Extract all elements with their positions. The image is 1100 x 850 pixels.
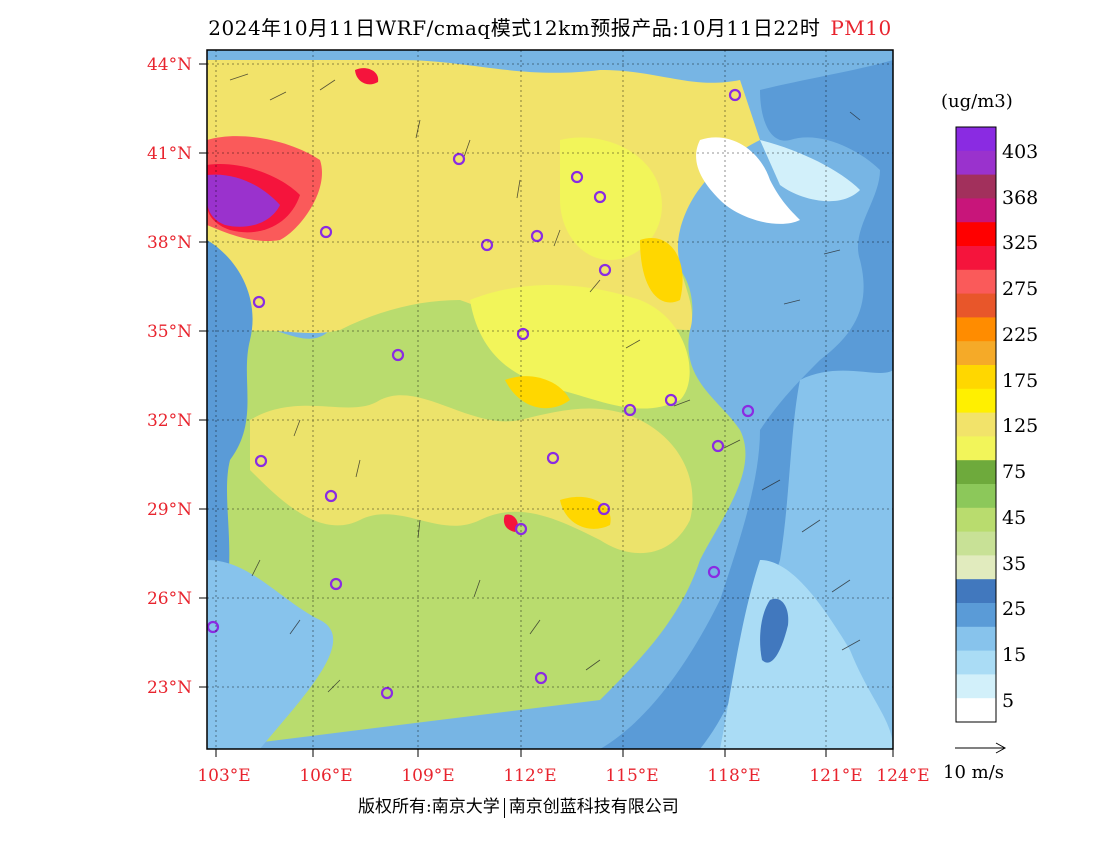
lat-label-23: 23°N bbox=[146, 678, 192, 698]
colorbar-swatch bbox=[956, 531, 996, 556]
colorbar-swatch bbox=[956, 365, 996, 390]
colorbar-swatch bbox=[956, 650, 996, 675]
lon-label-118: 118°E bbox=[707, 766, 761, 786]
colorbar-swatch bbox=[956, 317, 996, 342]
colorbar-swatch bbox=[956, 507, 996, 533]
colorbar-swatch bbox=[956, 127, 996, 152]
copyright-owner: 版权所有:南京大学 bbox=[358, 797, 500, 817]
reference-vector bbox=[955, 742, 1007, 754]
colorbar-swatch bbox=[956, 174, 996, 199]
colorbar-swatch bbox=[956, 341, 996, 366]
lon-label-121: 121°E bbox=[809, 766, 863, 786]
colorbar-swatch bbox=[956, 222, 996, 247]
colorbar-swatch bbox=[956, 293, 996, 318]
lon-label-109: 109°E bbox=[401, 766, 455, 786]
copyright-company: 南京创蓝科技有限公司 bbox=[508, 797, 679, 817]
colorbar-label-368: 368 bbox=[1002, 187, 1039, 209]
copyright-divider bbox=[503, 797, 505, 818]
colorbar-label-45: 45 bbox=[1002, 507, 1027, 529]
concentration-field bbox=[207, 50, 893, 749]
lat-label-29: 29°N bbox=[146, 500, 192, 520]
lon-label-106: 106°E bbox=[299, 766, 353, 786]
colorbar-label-325: 325 bbox=[1002, 232, 1039, 254]
colorbar-label-15: 15 bbox=[1002, 644, 1027, 666]
map-frame bbox=[206, 49, 894, 750]
colorbar-swatch bbox=[956, 436, 996, 461]
colorbar-label-275: 275 bbox=[1002, 278, 1039, 300]
lat-label-38: 38°N bbox=[146, 233, 192, 253]
colorbar-swatch bbox=[956, 484, 996, 509]
colorbar-swatch bbox=[956, 603, 996, 628]
lat-label-44: 44°N bbox=[146, 55, 192, 75]
map-title: 2024年10月11日WRF/cmaq模式12km预报产品:10月11日22时 P… bbox=[0, 12, 1100, 41]
reference-vector-label: 10 m/s bbox=[943, 762, 1004, 783]
colorbar-swatch bbox=[956, 198, 996, 223]
colorbar-swatch bbox=[956, 246, 996, 271]
colorbar-unit: (ug/m3) bbox=[941, 91, 1013, 112]
title-text: 2024年10月11日WRF/cmaq模式12km预报产品:10月11日22时 bbox=[208, 16, 821, 40]
colorbar-label-5: 5 bbox=[1002, 690, 1015, 712]
lon-label-112: 112°E bbox=[503, 766, 557, 786]
lat-label-26: 26°N bbox=[146, 589, 192, 609]
pollutant-label: PM10 bbox=[830, 16, 892, 40]
colorbar-label-75: 75 bbox=[1002, 461, 1027, 483]
colorbar-label-225: 225 bbox=[1002, 324, 1039, 346]
colorbar-label-35: 35 bbox=[1002, 553, 1027, 575]
colorbar-label-403: 403 bbox=[1002, 141, 1039, 163]
colorbar-label-25: 25 bbox=[1002, 598, 1027, 620]
colorbar-swatch bbox=[956, 674, 996, 699]
lat-label-35: 35°N bbox=[146, 322, 192, 342]
colorbar-swatch bbox=[956, 388, 996, 414]
colorbar-swatch bbox=[956, 269, 996, 295]
colorbar bbox=[956, 127, 996, 723]
graticule bbox=[207, 50, 893, 749]
lat-label-32: 32°N bbox=[146, 411, 192, 431]
colorbar-swatch bbox=[956, 698, 996, 723]
colorbar-swatch bbox=[956, 150, 996, 176]
colorbar-label-175: 175 bbox=[1002, 370, 1039, 392]
colorbar-swatch bbox=[956, 555, 996, 580]
colorbar-swatch bbox=[956, 579, 996, 604]
colorbar-swatch bbox=[956, 626, 996, 652]
lon-label-124: 124°E bbox=[876, 766, 930, 786]
colorbar-swatch bbox=[956, 460, 996, 485]
colorbar-swatch bbox=[956, 412, 996, 437]
colorbar-label-125: 125 bbox=[1002, 415, 1039, 437]
copyright: 版权所有:南京大学 南京创蓝科技有限公司 bbox=[358, 792, 679, 818]
lon-label-103: 103°E bbox=[197, 766, 251, 786]
lat-label-41: 41°N bbox=[146, 144, 192, 164]
lon-label-115: 115°E bbox=[605, 766, 659, 786]
